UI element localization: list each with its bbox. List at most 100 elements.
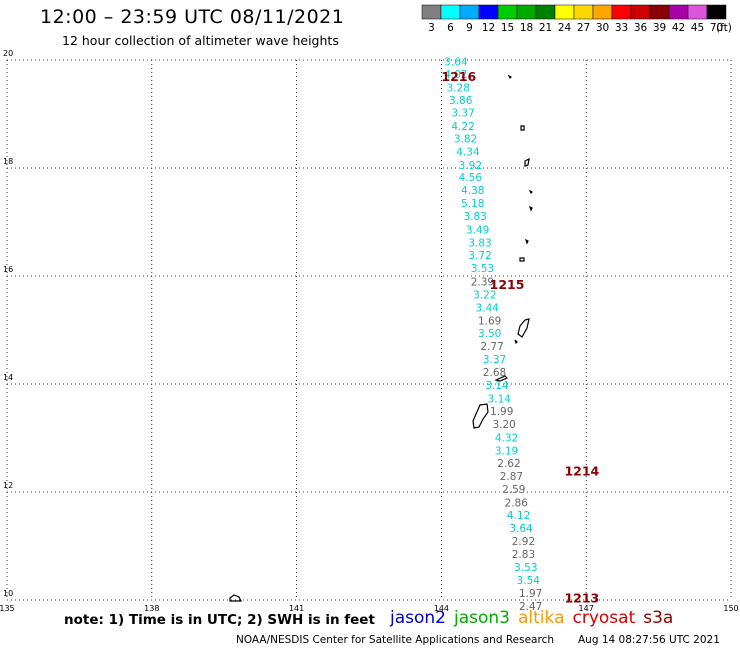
legend-bin-label: 6 [447, 22, 454, 34]
lon-tick-label: 144 [434, 604, 449, 613]
satellite-legend-item: altika [518, 608, 565, 628]
wave-height-value: 1.99 [490, 406, 513, 418]
wave-height-value: 3.37 [451, 107, 474, 119]
wave-height-color-legend: 3 6 9 12 15 18 21 24 27 30 33 36 39 42 45 70(ft) [421, 4, 732, 34]
wave-height-value: 3.92 [459, 160, 482, 172]
wave-height-value: 3.64 [444, 57, 468, 69]
legend-bin-label: 42 [672, 22, 685, 34]
island-guam [472, 403, 489, 429]
wave-height-value: 4.32 [495, 432, 518, 444]
wave-height-observations: 3.644.023.283.863.374.223.824.343.924.56… [444, 57, 542, 613]
lon-tick-label: 138 [144, 604, 159, 613]
wave-height-value: 3.64 [509, 523, 533, 535]
wave-height-value: 2.77 [480, 341, 503, 353]
satellite-legend-item: s3a [643, 608, 674, 628]
generation-timestamp: Aug 14 08:27:56 UTC 2021 [578, 634, 720, 646]
wave-height-value: 2.87 [500, 471, 523, 483]
lon-tick-label: 135 [0, 604, 15, 613]
wave-height-value: 2.86 [505, 497, 529, 509]
lon-tick-label: 150 [723, 604, 738, 613]
satellite-legend: jason2 jason3 altika cryosat s3a [390, 608, 681, 628]
page-subtitle: 12 hour collection of altimeter wave hei… [62, 33, 339, 48]
wave-height-value: 3.49 [466, 225, 489, 237]
island-asuncion [528, 189, 534, 195]
lat-tick-label: 20 [3, 49, 13, 58]
legend-bin-label: 18 [520, 22, 533, 34]
wave-height-value: 4.22 [451, 121, 474, 133]
island-alamagan [528, 205, 533, 212]
wave-height-value: 1.97 [519, 588, 542, 600]
wave-height-value: 2.47 [519, 601, 542, 613]
island-outlines [229, 74, 534, 602]
wave-height-value: 3.44 [476, 302, 500, 314]
satellite-legend-item: jason2 [390, 608, 446, 628]
island-sarigan [524, 238, 529, 245]
pass-time-label: 1215 [490, 277, 525, 292]
pass-time-label: 1214 [564, 463, 599, 478]
wave-height-value: 3.14 [485, 380, 509, 392]
wave-height-value: 3.53 [514, 562, 537, 574]
wave-height-value: 4.12 [507, 510, 530, 522]
wave-height-value: 3.54 [517, 575, 541, 587]
island-agrihan [520, 125, 525, 131]
lon-tick-label: 147 [579, 604, 594, 613]
wave-height-value: 3.82 [454, 133, 477, 145]
legend-bin-label: 27 [577, 22, 590, 34]
satellite-legend-item: cryosat [572, 608, 636, 628]
legend-bin-label: 15 [501, 22, 514, 34]
legend-bin-label: 24 [558, 22, 572, 34]
legend-swatch [706, 4, 727, 20]
lat-tick-label: 18 [3, 157, 13, 166]
wave-height-value: 3.83 [468, 238, 491, 250]
island-anatahan [519, 257, 525, 262]
wave-height-value: 2.83 [512, 549, 535, 561]
credit-text: NOAA/NESDIS Center for Satellite Applica… [236, 634, 554, 646]
lon-tick-label: 141 [289, 604, 304, 613]
lat-tick-label: 16 [3, 265, 13, 274]
wave-height-value: 3.53 [471, 263, 494, 275]
legend-bin-label: 45 [691, 22, 704, 34]
wave-height-value: 2.59 [502, 484, 525, 496]
legend-unit-label: (ft) [716, 22, 732, 34]
lat-tick-label: 10 [3, 589, 13, 598]
island-tinian-saipan [517, 318, 530, 338]
legend-bin-label: 70 [710, 22, 723, 34]
wave-height-value: 4.02 [444, 69, 467, 81]
lat-lon-grid [6, 59, 732, 601]
wave-height-value: 5.18 [461, 198, 484, 210]
legend-bin-label: 39 [653, 22, 666, 34]
legend-bin-label: 36 [634, 22, 648, 34]
island-uracas [507, 74, 513, 80]
page-title: 12:00 – 23:59 UTC 08/11/2021 [40, 6, 345, 28]
wave-height-value: 4.34 [456, 146, 480, 158]
pass-time-labels: 1216 1215 1214 1213 [441, 69, 599, 605]
lat-tick-label: 12 [3, 481, 13, 490]
wave-height-value: 2.92 [512, 536, 535, 548]
legend-bin-label: 21 [539, 22, 552, 34]
legend-bin-label: 12 [482, 22, 495, 34]
legend-bin-label: 3 [428, 22, 435, 34]
axis-labels: 135 138 141 144 147 150 20 18 16 14 12 10 [0, 49, 739, 613]
wave-height-value: 4.56 [459, 172, 483, 184]
wave-height-value: 2.62 [497, 458, 520, 470]
wave-height-value: 3.37 [483, 354, 506, 366]
wave-height-value: 3.83 [463, 211, 486, 223]
wave-height-value: 3.20 [492, 419, 515, 431]
wave-height-value: 2.39 [471, 276, 494, 288]
wave-height-value: 3.28 [447, 83, 470, 95]
island-rota [494, 375, 509, 382]
wave-height-value: 3.14 [488, 394, 512, 406]
pass-time-label: 1216 [441, 69, 476, 84]
wave-height-value: 3.50 [478, 328, 501, 340]
pass-time-label: 1213 [564, 590, 599, 605]
wave-height-value: 3.19 [495, 445, 518, 457]
lat-tick-label: 14 [3, 373, 13, 382]
satellite-legend-item: jason3 [454, 608, 510, 628]
footnote: note: 1) Time is in UTC; 2) SWH is in fe… [64, 612, 375, 628]
island-aguijan [514, 339, 518, 345]
legend-bin-label: 33 [615, 22, 628, 34]
island-pagan [524, 157, 530, 167]
legend-bin-label: 9 [466, 22, 473, 34]
wave-height-value: 3.72 [468, 250, 491, 262]
